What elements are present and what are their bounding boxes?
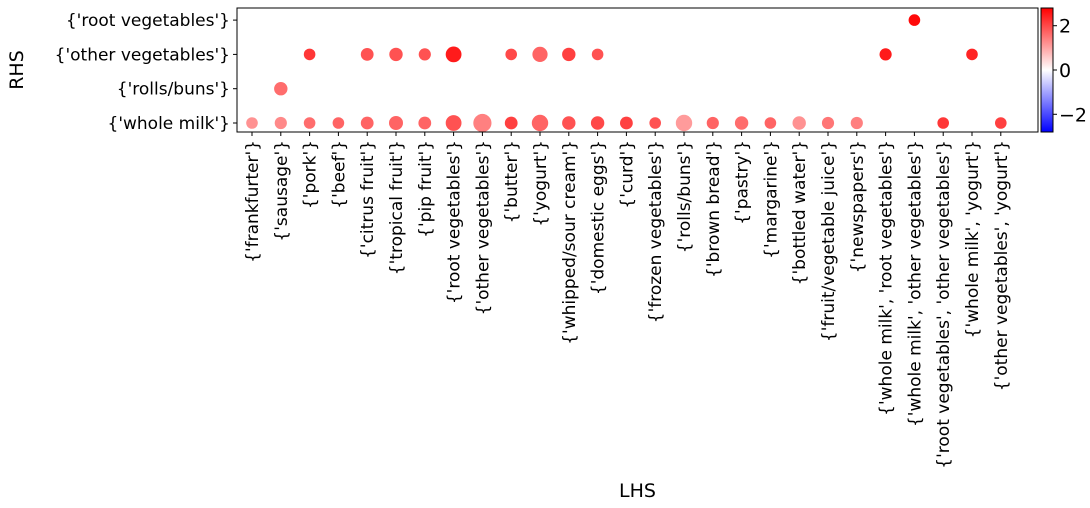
data-point — [850, 116, 863, 130]
x-tick-label: {'butter'} — [502, 140, 522, 223]
x-tick-label: {'bottled water'} — [790, 140, 810, 285]
data-point — [360, 116, 374, 130]
x-tick-label: {'sausage'} — [272, 140, 292, 242]
plot-area — [236, 7, 1039, 133]
data-point — [821, 116, 835, 130]
data-point — [389, 47, 403, 62]
x-tick-label: {'other vegetables', 'yogurt'} — [992, 140, 1012, 391]
data-point — [995, 117, 1007, 129]
x-tick-label: {'whipped/sour cream'} — [560, 140, 580, 345]
data-point — [445, 115, 462, 131]
data-point — [675, 114, 693, 132]
data-point — [532, 46, 548, 63]
x-tick-label: {'frozen vegetables'} — [646, 140, 666, 323]
data-point — [879, 48, 892, 61]
y-axis-title: RHS — [6, 50, 28, 90]
data-point — [418, 48, 431, 61]
x-tick-label: {'tropical fruit'} — [387, 140, 407, 275]
x-tick-label: {'other vegetables'} — [473, 140, 493, 315]
data-point — [591, 48, 604, 61]
x-tick-label: {'domestic eggs'} — [589, 140, 609, 295]
x-axis-title: LHS — [619, 480, 656, 502]
data-point — [966, 48, 978, 61]
data-point — [590, 116, 605, 130]
data-point — [418, 116, 432, 130]
data-point — [734, 116, 749, 130]
data-point — [908, 14, 921, 26]
data-point — [246, 117, 258, 129]
x-tick-label: {'margarine'} — [761, 140, 781, 259]
data-point — [620, 116, 633, 130]
x-tick-label: {'pork'} — [301, 140, 321, 209]
data-point — [303, 48, 316, 61]
x-tick-label: {'curd'} — [617, 140, 637, 209]
data-point — [764, 117, 777, 129]
x-tick-label: {'root vegetables', 'other vegetables'} — [934, 140, 954, 469]
data-point — [706, 116, 719, 130]
x-tick-label: {'citrus fruit'} — [358, 140, 378, 259]
y-tick-label: {'other vegetables'} — [55, 45, 230, 65]
x-tick-label: {'root vegetables'} — [445, 140, 465, 304]
data-point — [505, 48, 517, 61]
data-point — [303, 117, 316, 129]
x-tick-label: {'pastry'} — [733, 140, 753, 225]
y-tick-label: {'rolls/buns'} — [117, 80, 230, 100]
data-point — [504, 116, 518, 130]
data-point — [562, 47, 576, 62]
data-point — [445, 46, 462, 63]
data-point — [649, 117, 661, 129]
x-tick-label: {'fruit/vegetable juice'} — [819, 140, 839, 342]
data-point — [389, 116, 403, 130]
x-tick-label: {'pip fruit'} — [416, 140, 436, 238]
colorbar-gradient — [1040, 7, 1054, 133]
x-tick-label: {'whole milk', 'yogurt'} — [963, 140, 983, 338]
colorbar-tick-label: −2 — [1059, 104, 1087, 126]
x-tick-label: {'whole milk', 'other vegetables'} — [905, 140, 925, 427]
data-point — [274, 82, 288, 96]
colorbar-tick-label: 0 — [1059, 60, 1071, 82]
x-tick-label: {'newspapers'} — [848, 140, 868, 273]
colorbar-tick-label: 2 — [1059, 16, 1071, 38]
data-point — [937, 117, 949, 129]
data-point — [274, 116, 287, 130]
data-point — [473, 113, 492, 133]
x-tick-label: {'yogurt'} — [531, 140, 551, 227]
x-tick-label: {'beef'} — [329, 140, 349, 209]
data-point — [562, 116, 576, 130]
x-tick-label: {'brown bread'} — [704, 140, 724, 278]
data-point — [531, 114, 549, 132]
x-tick-label: {'frankfurter'} — [243, 140, 263, 263]
y-tick-label: {'whole milk'} — [108, 114, 231, 134]
data-point — [360, 48, 374, 61]
data-point — [332, 117, 345, 129]
y-tick-label: {'root vegetables'} — [66, 11, 230, 31]
x-tick-label: {'rolls/buns'} — [675, 140, 695, 253]
data-point — [792, 116, 806, 130]
colorbar: −2 0 2 — [1040, 7, 1087, 133]
x-tick-label: {'whole milk', 'root vegetables'} — [877, 140, 897, 416]
